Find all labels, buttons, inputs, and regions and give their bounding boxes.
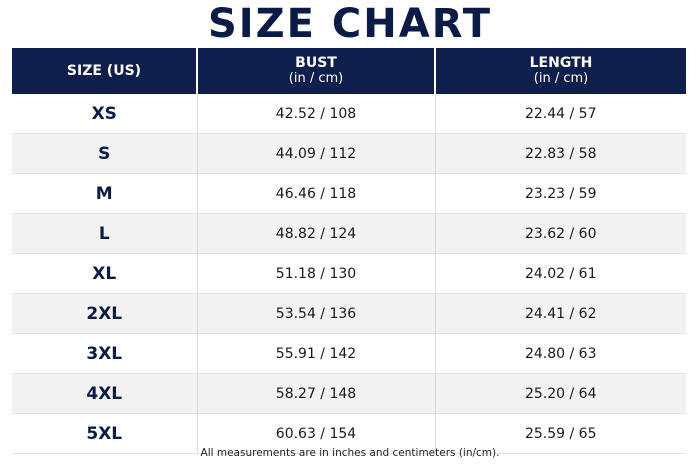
length-cell: 22.44 / 57 [435, 94, 686, 134]
header-length-unit: (in / cm) [533, 71, 589, 86]
footnote: All measurements are in inches and centi… [200, 447, 500, 459]
bust-cell: 60.63 / 154 [197, 413, 436, 454]
length-cell: 23.62 / 60 [435, 213, 686, 254]
table-body: XS 42.52 / 108 22.44 / 57 S 44.09 / 112 … [12, 94, 686, 454]
size-cell: 2XL [12, 293, 198, 334]
header-bust-unit: (in / cm) [288, 71, 344, 86]
length-cell: 23.23 / 59 [435, 173, 686, 214]
size-cell: 4XL [12, 373, 198, 414]
size-cell: L [12, 213, 198, 254]
size-cell: XS [12, 94, 198, 134]
table-row: XL 51.18 / 130 24.02 / 61 [12, 253, 686, 294]
bust-cell: 58.27 / 148 [197, 373, 436, 414]
length-cell: 25.59 / 65 [435, 413, 686, 454]
length-cell: 22.83 / 58 [435, 133, 686, 174]
size-table: SIZE (US) BUST (in / cm) LENGTH (in / cm… [12, 48, 686, 454]
table-header: SIZE (US) BUST (in / cm) LENGTH (in / cm… [12, 48, 686, 94]
size-cell: 5XL [12, 413, 198, 454]
length-cell: 25.20 / 64 [435, 373, 686, 414]
table-row: L 48.82 / 124 23.62 / 60 [12, 213, 686, 254]
bust-cell: 51.18 / 130 [197, 253, 436, 294]
header-size-label: SIZE (US) [66, 63, 142, 79]
bust-cell: 55.91 / 142 [197, 333, 436, 374]
size-cell: M [12, 173, 198, 214]
header-row: SIZE (US) BUST (in / cm) LENGTH (in / cm… [12, 48, 686, 94]
bust-cell: 46.46 / 118 [197, 173, 436, 214]
table-row: 4XL 58.27 / 148 25.20 / 64 [12, 373, 686, 414]
length-cell: 24.41 / 62 [435, 293, 686, 334]
size-cell: S [12, 133, 198, 174]
table-row: XS 42.52 / 108 22.44 / 57 [12, 94, 686, 134]
size-cell: XL [12, 253, 198, 294]
header-size: SIZE (US) [12, 48, 198, 94]
header-bust-label: BUST [295, 55, 337, 71]
bust-cell: 44.09 / 112 [197, 133, 436, 174]
table-row: 5XL 60.63 / 154 25.59 / 65 [12, 413, 686, 454]
bust-cell: 42.52 / 108 [197, 94, 436, 134]
table-row: S 44.09 / 112 22.83 / 58 [12, 133, 686, 174]
table-row: 2XL 53.54 / 136 24.41 / 62 [12, 293, 686, 334]
length-cell: 24.80 / 63 [435, 333, 686, 374]
page-title: SIZE CHART [207, 1, 493, 47]
table-row: 3XL 55.91 / 142 24.80 / 63 [12, 333, 686, 374]
length-cell: 24.02 / 61 [435, 253, 686, 294]
table-row: M 46.46 / 118 23.23 / 59 [12, 173, 686, 214]
header-length-label: LENGTH [529, 55, 593, 71]
size-cell: 3XL [12, 333, 198, 374]
bust-cell: 53.54 / 136 [197, 293, 436, 334]
bust-cell: 48.82 / 124 [197, 213, 436, 254]
header-length: LENGTH (in / cm) [435, 48, 686, 94]
header-bust: BUST (in / cm) [197, 48, 436, 94]
